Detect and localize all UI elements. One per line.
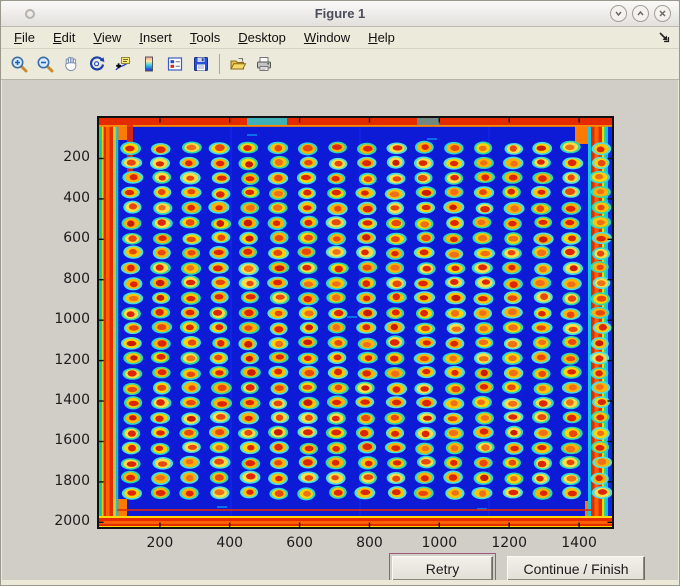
open-folder-icon xyxy=(230,57,247,70)
x-tick-label: 600 xyxy=(286,535,313,551)
title-bar: Figure 1 xyxy=(1,1,679,27)
window-controls xyxy=(610,5,671,22)
shade-button[interactable] xyxy=(610,5,627,22)
y-tick-label: 1400 xyxy=(54,392,90,409)
toolbar-separator xyxy=(219,54,220,74)
insert-legend-button[interactable] xyxy=(163,52,187,76)
spot-grid xyxy=(120,140,613,501)
legend-icon xyxy=(167,57,183,71)
x-tick-label: 1400 xyxy=(561,535,597,551)
y-tick-label: 600 xyxy=(63,230,90,247)
x-tick-label: 400 xyxy=(216,535,244,551)
print-figure-button[interactable] xyxy=(252,52,276,76)
plate-scan-image xyxy=(97,116,614,529)
zoom-in-icon xyxy=(11,56,28,73)
save-figure-button[interactable] xyxy=(189,52,213,76)
x-tick-label: 1200 xyxy=(491,535,527,551)
y-tick-label: 1200 xyxy=(54,351,90,368)
zoom-out-icon xyxy=(37,56,54,73)
y-tick-label: 1800 xyxy=(54,472,90,489)
data-cursor-button[interactable] xyxy=(111,52,135,76)
chevron-up-icon xyxy=(637,10,644,16)
rotate-3d-icon xyxy=(90,56,105,71)
menu-item-window[interactable]: Window xyxy=(303,30,351,45)
menu-item-help[interactable]: Help xyxy=(368,30,395,45)
rotate-3d-button[interactable] xyxy=(85,52,109,76)
y-tick-label: 1000 xyxy=(54,311,90,328)
close-button[interactable] xyxy=(654,5,671,22)
insert-colorbar-button[interactable] xyxy=(137,52,161,76)
colorbar-icon xyxy=(145,56,153,72)
data-cursor-icon xyxy=(115,57,131,71)
x-tick-label: 1000 xyxy=(421,535,458,551)
dock-figure-button[interactable] xyxy=(657,31,671,45)
menu-item-file[interactable]: File xyxy=(14,30,35,45)
save-icon xyxy=(194,57,208,71)
y-tick-label: 800 xyxy=(63,270,90,287)
y-tick-label: 1600 xyxy=(54,432,90,449)
y-tick-label: 2000 xyxy=(54,513,90,530)
close-icon xyxy=(659,10,666,17)
pan-button[interactable] xyxy=(59,52,83,76)
open-file-button[interactable] xyxy=(226,52,250,76)
chevron-down-icon xyxy=(615,11,622,17)
figure-canvas: Retry Continue / Finish 200 400 600 800 1000… xyxy=(2,80,678,584)
figure-toolbar xyxy=(1,49,679,80)
menu-bar: File Edit View Insert Tools Desktop Wind… xyxy=(1,27,679,49)
menu-item-desktop[interactable]: Desktop xyxy=(238,30,286,45)
window-bottom-edge xyxy=(1,580,679,585)
menu-item-tools[interactable]: Tools xyxy=(189,30,221,45)
axes-plot[interactable] xyxy=(97,116,614,529)
dock-arrow-icon xyxy=(659,32,670,43)
axes-box xyxy=(97,116,614,529)
retry-button[interactable]: Retry xyxy=(392,556,493,581)
window-title: Figure 1 xyxy=(314,6,366,21)
zoom-out-button[interactable] xyxy=(33,52,57,76)
y-tick-label: 400 xyxy=(63,189,90,206)
continue-finish-button[interactable]: Continue / Finish xyxy=(507,556,645,581)
print-icon xyxy=(257,57,271,71)
window-menu-icon[interactable] xyxy=(25,9,35,19)
y-tick-label: 200 xyxy=(63,149,90,166)
menu-item-view[interactable]: View xyxy=(93,30,122,45)
x-tick-label: 200 xyxy=(146,535,174,551)
menu-item-insert[interactable]: Insert xyxy=(139,30,172,45)
x-tick-label: 800 xyxy=(356,535,383,551)
pan-hand-icon xyxy=(65,56,77,72)
zoom-in-button[interactable] xyxy=(7,52,31,76)
maximize-button[interactable] xyxy=(632,5,649,22)
menu-item-edit[interactable]: Edit xyxy=(52,30,76,45)
